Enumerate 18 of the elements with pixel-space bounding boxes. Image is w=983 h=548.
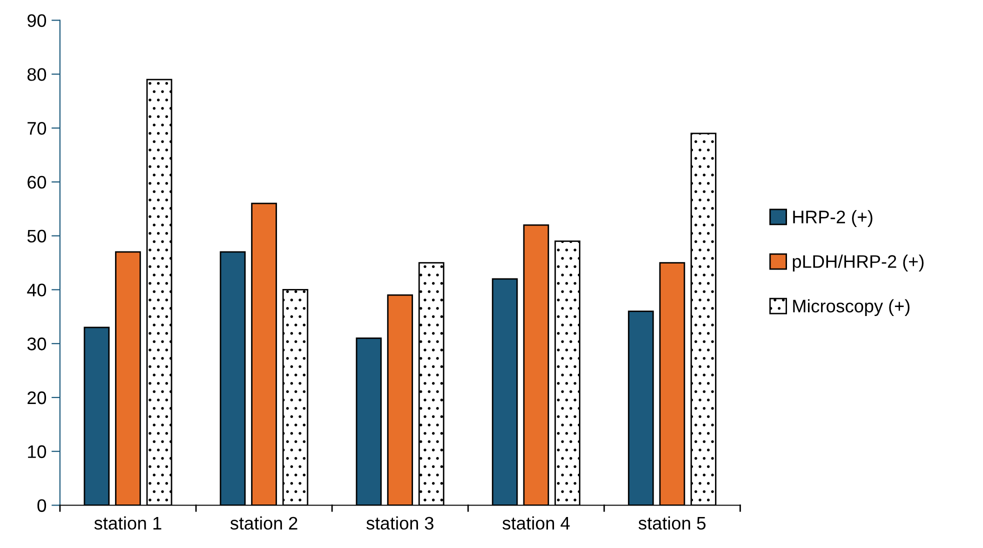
y-tick-label: 80 bbox=[27, 68, 46, 81]
legend-label: pLDH/HRP-2 (+) bbox=[792, 254, 924, 272]
x-tick-label: station 1 bbox=[94, 516, 162, 530]
legend-label: HRP-2 (+) bbox=[793, 210, 872, 227]
legend-label: Microscopy (+) bbox=[793, 299, 910, 316]
x-tick-label: station 2 bbox=[230, 516, 298, 530]
y-tick-label: 0 bbox=[37, 499, 46, 512]
y-tick-label: 90 bbox=[28, 14, 46, 27]
y-tick-label: 50 bbox=[27, 230, 46, 243]
x-tick-label: station 4 bbox=[502, 516, 570, 530]
y-tick-label: 20 bbox=[28, 391, 46, 404]
y-tick-label: 60 bbox=[28, 176, 46, 189]
y-tick-label: 70 bbox=[28, 122, 46, 135]
y-tick-label: 40 bbox=[27, 284, 46, 296]
x-tick-label: station 5 bbox=[638, 516, 706, 530]
y-tick-label: 30 bbox=[27, 338, 46, 350]
x-tick-label: station 3 bbox=[366, 516, 434, 530]
y-tick-label: 10 bbox=[28, 445, 46, 458]
